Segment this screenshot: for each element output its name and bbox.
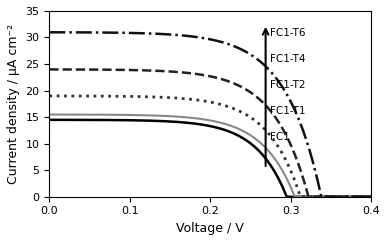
Text: FC1-T2: FC1-T2 [270, 80, 305, 90]
Text: FC1-T4: FC1-T4 [270, 54, 305, 64]
Y-axis label: Current density / μA cm⁻²: Current density / μA cm⁻² [7, 24, 20, 184]
Text: FC1: FC1 [270, 132, 290, 142]
X-axis label: Voltage / V: Voltage / V [176, 222, 244, 235]
Text: FC1-T1: FC1-T1 [270, 106, 305, 116]
Text: FC1-T6: FC1-T6 [270, 28, 305, 38]
